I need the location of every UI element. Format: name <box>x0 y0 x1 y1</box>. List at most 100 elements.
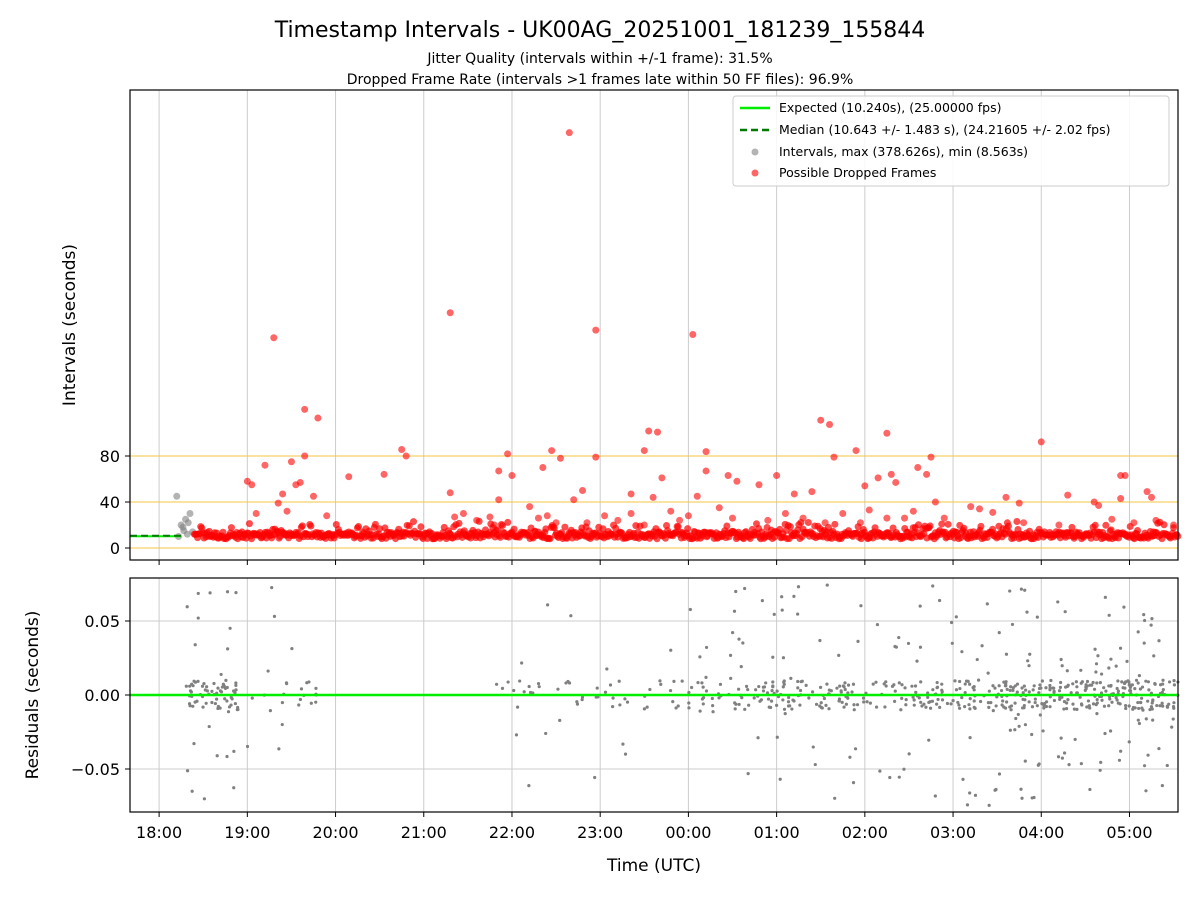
residual-point <box>769 699 774 703</box>
residual-point <box>314 686 318 690</box>
residual-point <box>1072 707 1076 711</box>
residual-point <box>314 700 318 704</box>
residual-point <box>1142 764 1147 768</box>
residual-point <box>902 767 906 771</box>
residual-point <box>1030 732 1034 737</box>
dropped-frame-point <box>323 512 331 520</box>
residual-point <box>814 702 819 706</box>
dropped-frame-point <box>508 472 516 480</box>
residual-point <box>687 706 691 710</box>
residual-point <box>835 686 839 690</box>
x-tick-label: 02:00 <box>842 823 888 842</box>
residual-point <box>960 650 964 654</box>
residual-point <box>608 683 613 687</box>
residual-point <box>232 786 236 790</box>
residual-point <box>912 698 916 702</box>
residual-point <box>191 684 195 688</box>
residual-point <box>798 688 803 693</box>
residual-point <box>796 612 800 616</box>
residual-point <box>1116 679 1120 683</box>
residual-point <box>668 688 673 693</box>
residual-point <box>546 603 550 607</box>
residual-point <box>931 688 935 692</box>
residual-point <box>968 697 972 701</box>
dropped-frame-point <box>830 453 838 461</box>
residual-point <box>971 685 975 690</box>
dropped-frame-point <box>446 309 454 317</box>
residual-point <box>1146 753 1150 757</box>
residual-point <box>1005 687 1009 691</box>
x-tick-label: 03:00 <box>930 823 976 842</box>
residual-point <box>203 688 207 692</box>
residual-point <box>642 707 647 711</box>
residual-point <box>567 681 572 685</box>
residual-point <box>883 705 887 709</box>
residual-point <box>954 688 959 692</box>
dropped-frame-point <box>989 508 997 516</box>
dropped-frame-point <box>645 427 653 435</box>
residual-point <box>954 615 958 619</box>
dropped-frame-baseline-point <box>561 523 569 531</box>
residual-point <box>1023 588 1027 592</box>
dropped-frame-point <box>1130 519 1138 527</box>
residual-point <box>671 700 675 704</box>
residual-point <box>796 686 800 690</box>
x-tick-label: 20:00 <box>312 823 358 842</box>
dropped-frame-point <box>914 464 922 471</box>
residual-point <box>782 707 787 711</box>
residual-point <box>1079 702 1084 706</box>
residual-point <box>1119 749 1123 753</box>
residual-point <box>1116 689 1120 693</box>
residual-point <box>837 697 842 701</box>
residual-point <box>1133 687 1137 691</box>
residual-point <box>1059 736 1063 740</box>
residual-point <box>227 705 232 709</box>
residual-point <box>915 659 919 663</box>
dropped-frame-baseline-point <box>298 522 306 530</box>
residual-point <box>1071 702 1075 706</box>
residual-point <box>623 752 628 756</box>
residual-point <box>1171 717 1175 721</box>
dropped-frame-point <box>658 474 666 482</box>
dropped-frame-point <box>402 452 410 460</box>
residual-point <box>868 701 873 705</box>
residual-point <box>280 722 284 727</box>
dropped-frame-baseline-point <box>455 519 463 527</box>
dropped-frame-point <box>883 514 891 522</box>
dropped-frame-point <box>733 477 741 485</box>
residual-point <box>963 705 967 709</box>
residual-point <box>1048 688 1052 692</box>
residual-point <box>804 683 808 687</box>
residual-point <box>759 698 764 702</box>
dropped-frame-baseline-point <box>405 522 413 530</box>
residual-point <box>1035 704 1039 708</box>
residual-point <box>897 775 901 779</box>
residual-point <box>945 701 950 706</box>
residual-point <box>617 679 621 683</box>
residual-point <box>856 639 860 643</box>
legend-dropped-label: Possible Dropped Frames <box>779 165 936 180</box>
residual-point <box>950 641 954 645</box>
residual-point <box>193 643 197 647</box>
residual-point <box>226 710 231 714</box>
residual-point <box>924 705 928 709</box>
residual-point <box>1048 683 1052 688</box>
residual-point <box>754 688 758 692</box>
residual-point <box>790 707 794 711</box>
residual-point <box>1031 688 1035 692</box>
dropped-frame-point <box>380 470 388 478</box>
residual-point <box>838 684 842 688</box>
residual-point <box>938 598 942 603</box>
residual-point <box>961 777 965 781</box>
residual-point <box>1069 691 1073 695</box>
residual-point <box>674 706 678 710</box>
dropped-frame-point <box>473 516 481 524</box>
residual-point <box>1065 669 1069 673</box>
residual-point <box>796 585 801 589</box>
dropped-frame-point <box>1117 495 1125 503</box>
residual-point <box>184 684 188 688</box>
residual-point <box>786 700 791 704</box>
residual-point <box>1033 700 1037 705</box>
residual-point <box>234 683 238 687</box>
